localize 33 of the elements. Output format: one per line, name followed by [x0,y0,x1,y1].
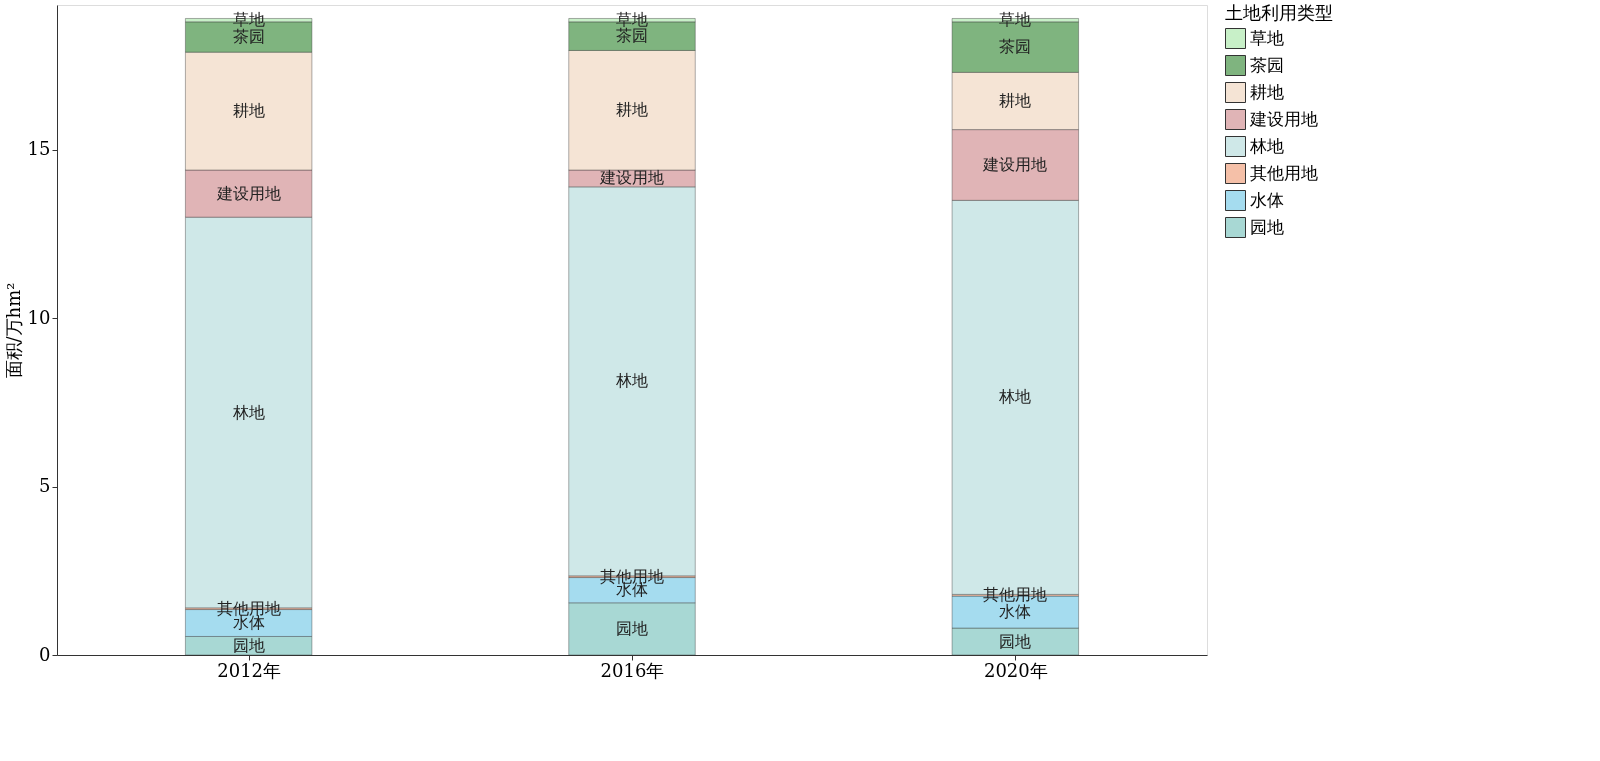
legend-title: 土地利用类型 [1225,2,1333,23]
text: 林地 [616,371,648,391]
legend-label: 水体 [1250,189,1284,210]
legend-label: 林地 [1249,135,1284,156]
text: 耕地 [232,101,265,121]
text: 茶园 [999,37,1032,57]
text: 建设用地 [600,168,664,188]
text: 耕地 [999,90,1032,110]
text: 园地 [616,618,648,638]
legend-label: 草地 [1250,27,1284,48]
legend-label: 其他用地 [1250,162,1318,183]
y-tick-label: 10 [27,306,51,328]
legend-label: 建设用地 [1249,108,1318,129]
legend-label: 园地 [1250,216,1284,237]
text: 耕地 [616,100,648,120]
text: 水体 [999,602,1032,622]
y-tick-label: 15 [27,138,51,160]
y-tick-label: 0 [39,643,51,665]
legend-label: 耕地 [1250,81,1284,102]
text: 建设用地 [216,183,281,203]
x-tick-label: 2020年 [983,659,1048,681]
text: 其他用地 [983,585,1048,605]
text: 草地 [999,10,1032,30]
text: 园地 [232,635,265,655]
text: 林地 [232,402,265,422]
y-axis-title: 面积/万hm² [2,282,24,379]
y-tick-label: 5 [39,475,51,497]
x-tick-label: 2016年 [600,659,665,681]
text: 园地 [999,631,1032,651]
x-tick-label: 2012年 [217,659,282,681]
legend-label: 茶园 [1250,54,1284,75]
text: 林地 [999,387,1032,407]
text: 建设用地 [983,154,1048,174]
